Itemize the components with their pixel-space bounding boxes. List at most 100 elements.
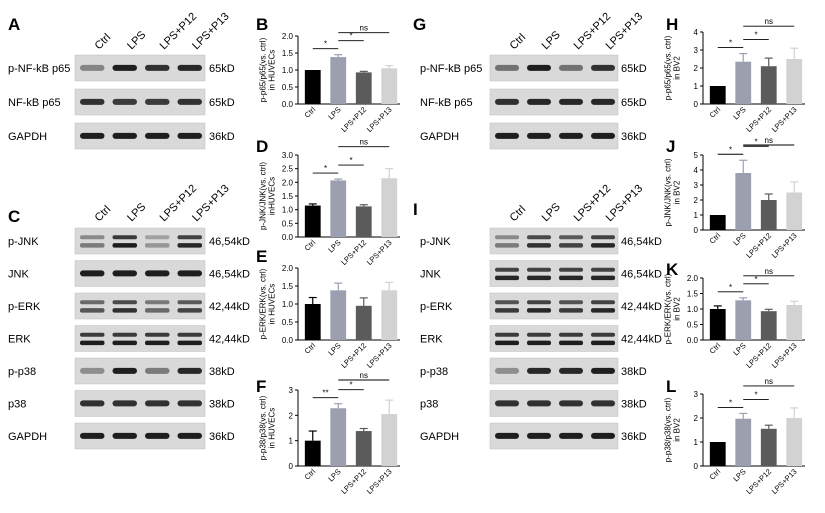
panel-letter-i: I (413, 200, 418, 219)
blot-band (527, 300, 551, 305)
blot-band (495, 64, 519, 71)
blot-band (80, 300, 105, 305)
y-tick-label: 1 (694, 211, 699, 220)
blot-molecular-weight: 42,44kD (209, 334, 250, 346)
blot-band (112, 308, 137, 313)
bar-chart-d: 0.0 0.5 1.0 1.5 2.0 2.5 3.0 p-JNK/JNK(vs. ctrl)… (259, 138, 400, 267)
blot-membrane (489, 325, 619, 352)
y-tick-label: 0 (694, 100, 699, 109)
panel-letter-k: K (666, 260, 679, 279)
y-axis-label: p-p65/p65(vs. ctrl)in BV2 (664, 35, 682, 100)
x-tick-label: LPS+P12 (744, 467, 773, 496)
blot-row-label: p-NF-kB p65 (420, 63, 482, 75)
blot-band (145, 332, 170, 337)
bar-lps-p12 (355, 206, 372, 237)
bar-lps (735, 418, 752, 466)
blot-row-label: p-p38 (8, 366, 36, 378)
blot-band (527, 308, 551, 313)
blot-band (80, 235, 105, 240)
blot-band (495, 267, 519, 272)
blot-band (527, 235, 551, 240)
panel-letter-g: G (413, 15, 426, 34)
blot-row-label: GAPDH (420, 131, 459, 143)
y-tick-label: 4 (694, 166, 699, 175)
bar-ctrl (709, 86, 726, 104)
x-tick-label: LPS+P13 (770, 105, 799, 134)
blot-band (112, 98, 137, 105)
blot-row-label: p-JNK (420, 236, 451, 248)
blot-band (559, 400, 583, 407)
panel-letter-b: B (256, 15, 268, 34)
bar-chart-b: 0.0 0.5 1.0 1.5 2.0 p-p65/p65(vs. ctrl)in HUV… (259, 24, 400, 134)
blot-molecular-weight: 42,44kD (209, 301, 250, 313)
blot-band (145, 235, 170, 240)
blot-band (527, 98, 551, 105)
blot-molecular-weight: 38kD (209, 366, 235, 378)
bar-lps-p12 (760, 200, 777, 230)
blot-band (495, 367, 519, 374)
blot-band (495, 132, 519, 139)
y-tick-label: 2 (694, 64, 699, 73)
significance-label: * (349, 381, 352, 390)
blot-band (527, 64, 551, 71)
significance-label: * (324, 164, 327, 173)
significance-label: ns (765, 377, 773, 386)
y-tick-label: 1.0 (687, 305, 699, 314)
y-axis-label: p-p38/p38(vs. ctrl)in HUVECs (259, 395, 277, 460)
significance-label: * (754, 275, 757, 284)
blot-band (80, 98, 105, 105)
blot-band (80, 132, 105, 139)
bar-ctrl (304, 70, 321, 104)
y-tick-label: 4 (694, 28, 699, 37)
y-tick-label: 1.5 (282, 192, 294, 201)
blot-molecular-weight: 65kD (621, 97, 647, 109)
bar-lps-p12 (760, 66, 777, 104)
blot-molecular-weight: 36kD (209, 431, 235, 443)
y-tick-label: 3 (694, 390, 699, 399)
x-tick-label: LPS (326, 238, 342, 254)
blot-band (495, 400, 519, 407)
y-tick-label: 3 (694, 46, 699, 55)
x-tick-label: LPS+P13 (365, 105, 394, 134)
blot-band (177, 98, 202, 105)
bar-lps (330, 290, 347, 340)
blot-band (591, 243, 615, 248)
blot-band (559, 64, 583, 71)
bar-lps-p13 (381, 178, 398, 237)
x-tick-label: LPS+P12 (339, 105, 368, 134)
significance-label: * (324, 40, 327, 49)
bar-lps (735, 300, 752, 340)
y-tick-label: 3 (694, 181, 699, 190)
y-tick-label: 0.0 (282, 336, 294, 345)
lane-label: LPS (540, 29, 563, 52)
blot-band (145, 400, 170, 407)
x-tick-label: Ctrl (708, 105, 723, 120)
y-tick-label: 2.5 (282, 165, 294, 174)
x-tick-label: LPS (326, 105, 342, 121)
blot-band (591, 300, 615, 305)
blot-molecular-weight: 36kD (209, 131, 235, 143)
y-tick-label: 2.0 (282, 264, 294, 273)
blot-band (495, 432, 519, 439)
bar-ctrl (304, 205, 321, 237)
blot-band (177, 64, 202, 71)
blot-molecular-weight: 38kD (621, 366, 647, 378)
blot-band (177, 367, 202, 374)
blot-row-label: p-JNK (8, 236, 39, 248)
y-axis-label: p-p38/p38(vs. ctrl)in BV2 (664, 397, 682, 462)
y-tick-label: 2.0 (282, 178, 294, 187)
blot-band (495, 332, 519, 337)
blot-band (145, 243, 170, 248)
blot-band (527, 340, 551, 346)
blot-band (112, 64, 137, 71)
blot-band (80, 340, 105, 346)
blot-band (559, 367, 583, 374)
blot-band (177, 308, 202, 313)
y-tick-label: 0.5 (282, 219, 294, 228)
blot-band (495, 308, 519, 313)
blot-band (495, 243, 519, 248)
significance-label: * (729, 145, 732, 154)
bar-ctrl (709, 442, 726, 466)
y-tick-label: 2 (694, 414, 699, 423)
